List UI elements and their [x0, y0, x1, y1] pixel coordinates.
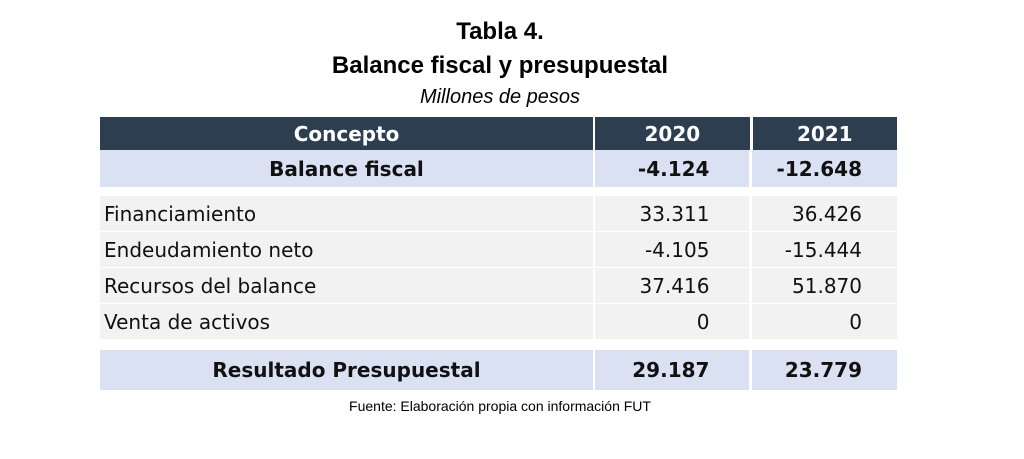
- row-label: Balance fiscal: [100, 150, 593, 187]
- value-2021: 36.426: [752, 196, 897, 231]
- table-row: Recursos del balance 37.416 51.870: [100, 268, 897, 303]
- value-2021: -12.648: [752, 150, 897, 187]
- value-2020: 0: [594, 304, 750, 339]
- header-concepto: Concepto: [100, 117, 594, 150]
- table-units: Millones de pesos: [419, 86, 581, 108]
- balance-fiscal-row: Balance fiscal -4.124 -12.648: [100, 150, 897, 187]
- header-row: Concepto 2020 2021: [100, 117, 897, 150]
- value-2021: -15.444: [752, 232, 897, 267]
- value-2020: 37.416: [594, 268, 750, 303]
- header-2020: 2020: [595, 117, 750, 150]
- value-2021: 51.870: [752, 268, 897, 303]
- value-2021: 0: [752, 304, 897, 339]
- header-2021: 2021: [752, 117, 897, 150]
- resultado-row: Resultado Presupuestal 29.187 23.779: [100, 350, 897, 390]
- table-row: Endeudamiento neto -4.105 -15.444: [100, 232, 897, 267]
- table-title: Tabla 4.: [456, 18, 544, 45]
- value-2020: 29.187: [594, 350, 750, 390]
- row-label: Recursos del balance: [100, 268, 593, 303]
- row-label: Venta de activos: [100, 304, 593, 339]
- value-2020: 33.311: [594, 196, 750, 231]
- table-subtitle: Balance fiscal y presupuestal: [331, 52, 669, 79]
- row-label: Financiamiento: [100, 196, 593, 231]
- value-2020: -4.124: [594, 150, 750, 187]
- table-row: Financiamiento 33.311 36.426: [100, 196, 897, 231]
- value-2021: 23.779: [752, 350, 897, 390]
- source-note: Fuente: Elaboración propia con informaci…: [349, 398, 651, 414]
- value-2020: -4.105: [594, 232, 750, 267]
- row-label: Resultado Presupuestal: [100, 350, 593, 390]
- row-label: Endeudamiento neto: [100, 232, 593, 267]
- table-row: Venta de activos 0 0: [100, 304, 897, 339]
